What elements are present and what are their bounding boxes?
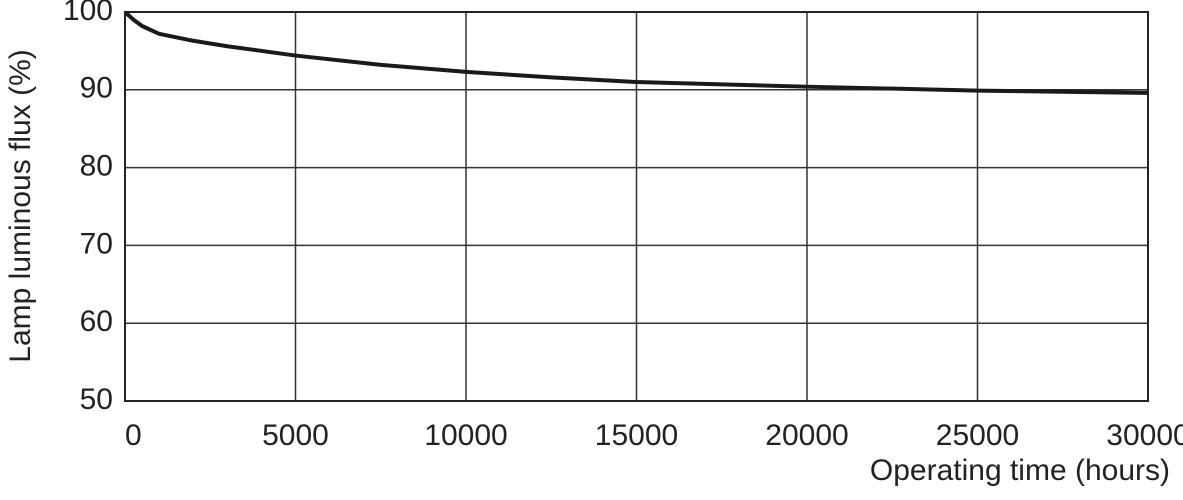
y-tick-label: 80 [80, 150, 113, 183]
x-tick-label: 15000 [595, 419, 678, 452]
data-line [123, 10, 1149, 95]
y-axis-label: Lamp luminous flux (%) [4, 49, 37, 362]
x-tick-label: 30000 [1106, 419, 1183, 452]
x-tick-label: 0 [125, 419, 142, 452]
y-tick-label: 60 [80, 305, 113, 338]
y-tick-label: 50 [80, 383, 113, 416]
y-tick-label: 70 [80, 227, 113, 260]
x-tick-label: 20000 [765, 419, 848, 452]
y-tick-label: 90 [80, 72, 113, 105]
x-tick-label: 25000 [936, 419, 1019, 452]
x-axis-label: Operating time (hours) [870, 454, 1170, 487]
x-tick-label: 10000 [424, 419, 507, 452]
plot-frame [124, 11, 1149, 402]
x-tick-label: 5000 [262, 419, 329, 452]
y-tick-label: 100 [63, 0, 113, 27]
